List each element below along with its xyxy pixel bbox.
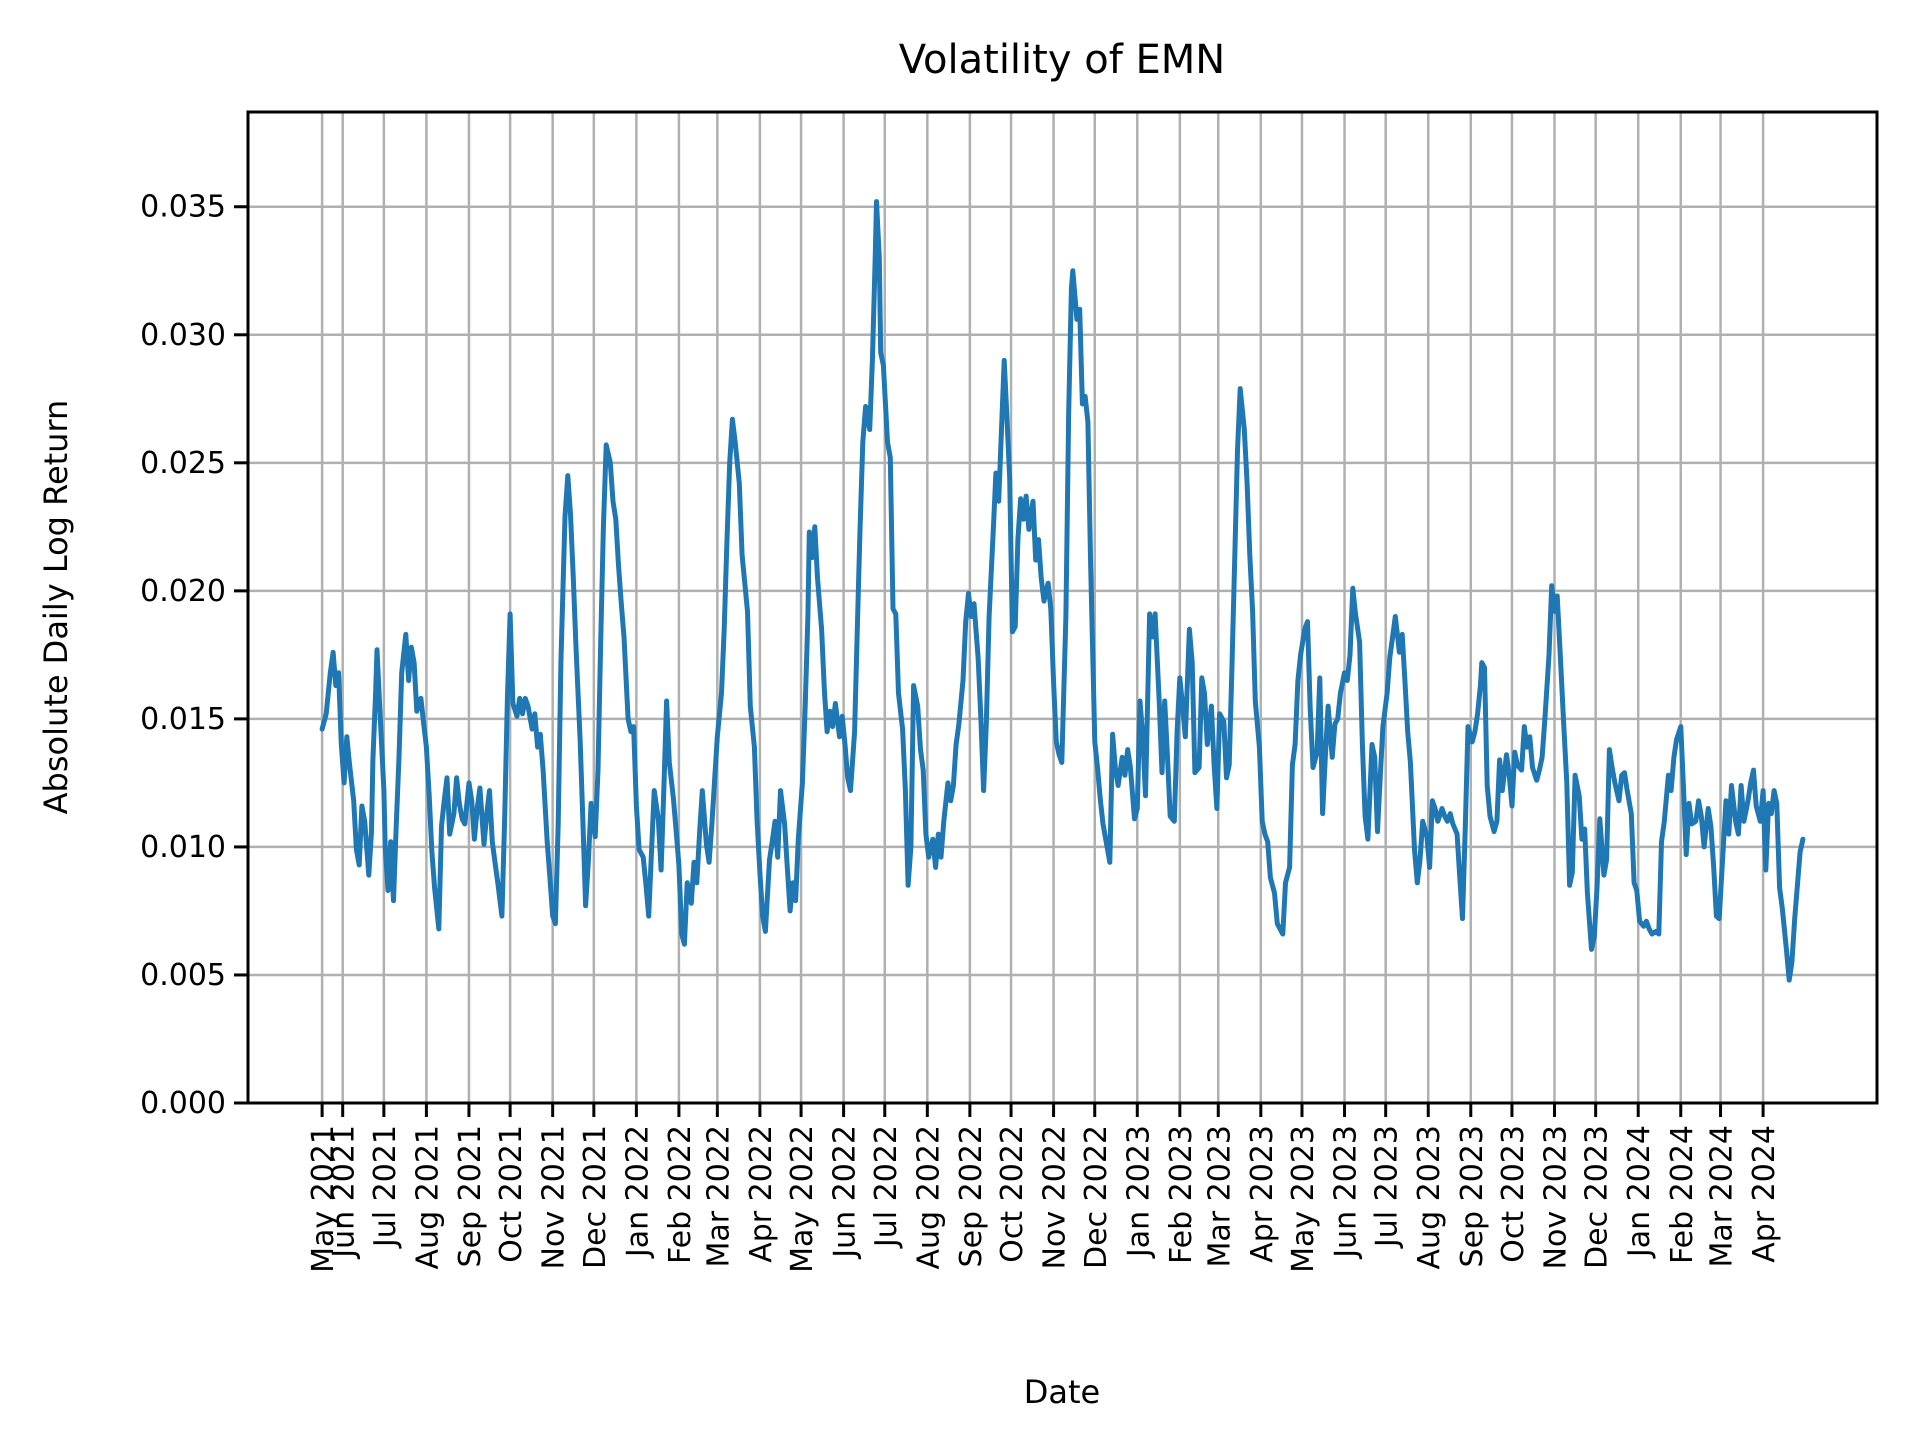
- x-tick-label: Feb 2022: [663, 1125, 698, 1264]
- x-tick-label: Oct 2021: [494, 1125, 529, 1263]
- x-tick-label: Jan 2022: [620, 1125, 655, 1259]
- x-tick-label: Dec 2021: [578, 1125, 613, 1269]
- x-tick-label: May 2021: [306, 1125, 341, 1273]
- y-tick-label: 0.035: [140, 190, 226, 225]
- chart-title: Volatility of EMN: [898, 37, 1226, 83]
- x-tick-label: Dec 2022: [1079, 1125, 1114, 1269]
- x-tick-label: Nov 2022: [1038, 1125, 1073, 1269]
- y-tick-label: 0.020: [140, 574, 226, 609]
- x-tick-label: May 2023: [1286, 1125, 1321, 1273]
- tick-marks: [234, 205, 1765, 1117]
- y-tick-label: 0.010: [140, 830, 226, 865]
- x-tick-label: Sep 2023: [1455, 1125, 1490, 1267]
- x-tick-label: Jul 2021: [368, 1125, 403, 1249]
- x-tick-label: Nov 2023: [1538, 1125, 1573, 1269]
- y-tick-labels: 0.000 0.005 0.010 0.015 0.020 0.025 0.030 0.035: [140, 190, 226, 1121]
- x-tick-label: Apr 2023: [1245, 1125, 1280, 1263]
- x-tick-label: Jun 2021: [327, 1125, 362, 1260]
- x-tick-label: Apr 2022: [744, 1125, 779, 1263]
- x-tick-label: Jul 2022: [869, 1125, 904, 1249]
- x-tick-label: Feb 2023: [1164, 1125, 1199, 1264]
- x-tick-label: May 2022: [785, 1125, 820, 1273]
- x-tick-label: Feb 2024: [1665, 1125, 1700, 1264]
- x-tick-label: Jun 2023: [1329, 1125, 1364, 1260]
- x-tick-label: Nov 2021: [537, 1125, 572, 1269]
- grid-lines: [248, 112, 1877, 1105]
- x-tick-label: Oct 2022: [995, 1125, 1030, 1263]
- x-tick-label: Apr 2024: [1747, 1125, 1782, 1263]
- x-tick-label: Aug 2021: [410, 1125, 445, 1269]
- y-tick-label: 0.030: [140, 318, 226, 353]
- x-tick-label: Jan 2024: [1622, 1125, 1657, 1259]
- x-tick-label: Jan 2023: [1121, 1125, 1156, 1259]
- x-tick-label: Aug 2022: [911, 1125, 946, 1269]
- x-tick-label: Jul 2023: [1370, 1125, 1405, 1249]
- x-tick-label: Mar 2024: [1705, 1125, 1740, 1268]
- y-tick-label: 0.000: [140, 1086, 226, 1121]
- x-tick-label: Dec 2023: [1580, 1125, 1615, 1269]
- y-tick-label: 0.005: [140, 958, 226, 993]
- x-tick-label: Aug 2023: [1412, 1125, 1447, 1269]
- x-tick-label: Sep 2022: [954, 1125, 989, 1267]
- x-tick-label: Oct 2023: [1496, 1125, 1531, 1263]
- y-tick-label: 0.015: [140, 702, 226, 737]
- x-tick-label: Mar 2023: [1202, 1125, 1237, 1268]
- x-tick-label: Jun 2022: [828, 1125, 863, 1260]
- x-axis-label: Date: [1023, 1373, 1101, 1411]
- series-line: [319, 199, 1806, 983]
- y-tick-label: 0.025: [140, 446, 226, 481]
- x-tick-label: Mar 2022: [701, 1125, 736, 1268]
- plot-border: [246, 110, 1879, 1105]
- x-tick-label: Sep 2021: [453, 1125, 488, 1267]
